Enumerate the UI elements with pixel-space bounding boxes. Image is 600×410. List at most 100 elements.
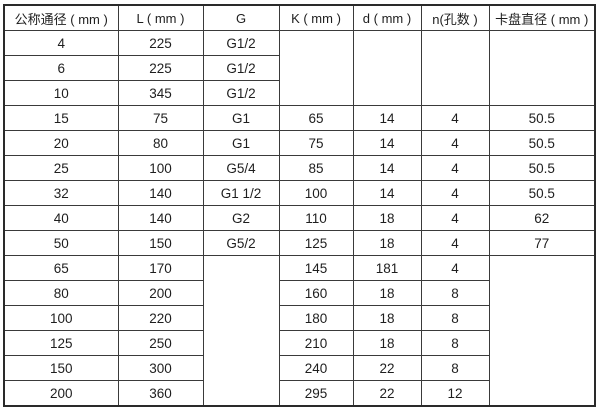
table-row: 20 80 G1 75 14 4 50.5 <box>3 130 596 156</box>
table-cell: 15 <box>3 105 119 131</box>
table-cell: 240 <box>278 355 354 381</box>
header-row: 公称通径 ( mm ) L ( mm ) G K ( mm ) d ( mm ) n(孔数… <box>3 4 596 31</box>
table-cell: 125 <box>278 230 354 256</box>
table-cell: 75 <box>278 130 354 156</box>
table-cell: 180 <box>278 305 354 331</box>
table-cell: G5/2 <box>202 230 280 256</box>
table-cell: 6 <box>3 55 119 81</box>
table-cell: 10 <box>3 80 119 106</box>
table-cell: 225 <box>117 30 204 56</box>
table-cell: 77 <box>488 230 596 256</box>
table-cell: 125 <box>3 330 119 356</box>
table-cell: 4 <box>420 205 490 231</box>
table-cell: 62 <box>488 205 596 231</box>
table-cell: 210 <box>278 330 354 356</box>
table-cell <box>488 255 596 407</box>
table-cell: 4 <box>420 230 490 256</box>
table-body: 4 225 G1/2 6 225 G1/2 10 345 G1/2 15 75 G1 65 14 4 50.5… <box>3 30 596 407</box>
table-cell: G1 1/2 <box>202 180 280 206</box>
table-cell: 40 <box>3 205 119 231</box>
column-header-3: K ( mm ) <box>278 4 354 31</box>
column-header-1: L ( mm ) <box>117 4 204 31</box>
table-cell: 20 <box>3 130 119 156</box>
table-cell: 80 <box>117 130 204 156</box>
table-cell: G1 <box>202 105 280 131</box>
table-row: 50 150 G5/2 125 18 4 77 <box>3 230 596 256</box>
table-cell <box>488 30 596 106</box>
table-cell: 18 <box>352 205 422 231</box>
table-cell: 100 <box>117 155 204 181</box>
table-cell: 50.5 <box>488 105 596 131</box>
table-cell: G1/2 <box>202 80 280 106</box>
table-cell: 12 <box>420 380 490 407</box>
column-header-6: 卡盘直径 ( mm ) <box>488 4 596 31</box>
table-cell: 65 <box>3 255 119 281</box>
table-cell: 345 <box>117 80 204 106</box>
table-cell: 160 <box>278 280 354 306</box>
table-cell: 8 <box>420 305 490 331</box>
table-cell: 4 <box>420 180 490 206</box>
table-cell: 8 <box>420 280 490 306</box>
table-cell: G2 <box>202 205 280 231</box>
table-cell: 18 <box>352 330 422 356</box>
table-cell: 250 <box>117 330 204 356</box>
table-row: 125 250 210 18 8 <box>3 330 595 356</box>
table-cell: 65 <box>278 105 354 131</box>
table-cell: 50.5 <box>488 180 596 206</box>
table-cell: 200 <box>3 380 119 407</box>
table-cell: 8 <box>420 330 490 356</box>
table-cell: 22 <box>352 380 422 407</box>
table-cell: 100 <box>3 305 119 331</box>
table-row: 6 225 G1/2 <box>3 55 595 81</box>
table-cell: 25 <box>3 155 119 181</box>
table-cell: 22 <box>352 355 422 381</box>
table-cell: 110 <box>278 205 354 231</box>
table-row: 32 140 G1 1/2 100 14 4 50.5 <box>3 180 596 206</box>
table-cell: 50 <box>3 230 119 256</box>
table-row: 25 100 G5/4 85 14 4 50.5 <box>3 155 596 181</box>
table-cell: 225 <box>117 55 204 81</box>
table-cell: 14 <box>352 180 422 206</box>
table-cell: 200 <box>117 280 204 306</box>
column-header-4: d ( mm ) <box>352 4 422 31</box>
table-cell: 4 <box>420 155 490 181</box>
table-cell: G1/2 <box>202 55 280 81</box>
table-cell <box>352 30 422 106</box>
table-cell: 14 <box>352 130 422 156</box>
table-cell: 100 <box>278 180 354 206</box>
table-cell: 295 <box>278 380 354 407</box>
table-cell: 8 <box>420 355 490 381</box>
table-cell: 140 <box>117 180 204 206</box>
table-cell: 50.5 <box>488 130 596 156</box>
table-cell: 4 <box>420 130 490 156</box>
table-cell: G5/4 <box>202 155 280 181</box>
table-cell: 4 <box>3 30 119 56</box>
column-header-2: G <box>202 4 280 31</box>
table-cell: 170 <box>117 255 204 281</box>
table-cell: 85 <box>278 155 354 181</box>
table-row: 150 300 240 22 8 <box>3 355 595 381</box>
table-cell: 32 <box>3 180 119 206</box>
table-cell: 14 <box>352 105 422 131</box>
table-cell: G1 <box>202 130 280 156</box>
table-cell: 18 <box>352 230 422 256</box>
table-row: 15 75 G1 65 14 4 50.5 <box>3 105 596 131</box>
table-cell: 18 <box>352 280 422 306</box>
table-cell <box>202 255 280 407</box>
table-row: 200 360 295 22 12 <box>3 380 595 407</box>
table-cell: 181 <box>352 255 422 281</box>
table-row: 80 200 160 18 8 <box>3 280 595 306</box>
table-row: 65 170 145 181 4 <box>3 255 596 407</box>
table-cell: 220 <box>117 305 204 331</box>
dimension-table: 公称通径 ( mm ) L ( mm ) G K ( mm ) d ( mm ) n(孔数… <box>3 4 596 407</box>
table-cell <box>278 30 354 106</box>
table-cell: 150 <box>3 355 119 381</box>
table-cell: 50.5 <box>488 155 596 181</box>
table-cell: 4 <box>420 255 490 281</box>
column-header-5: n(孔数 ) <box>420 4 490 31</box>
table-cell: 80 <box>3 280 119 306</box>
table-cell: 14 <box>352 155 422 181</box>
table-cell: 360 <box>117 380 204 407</box>
table-cell: 18 <box>352 305 422 331</box>
